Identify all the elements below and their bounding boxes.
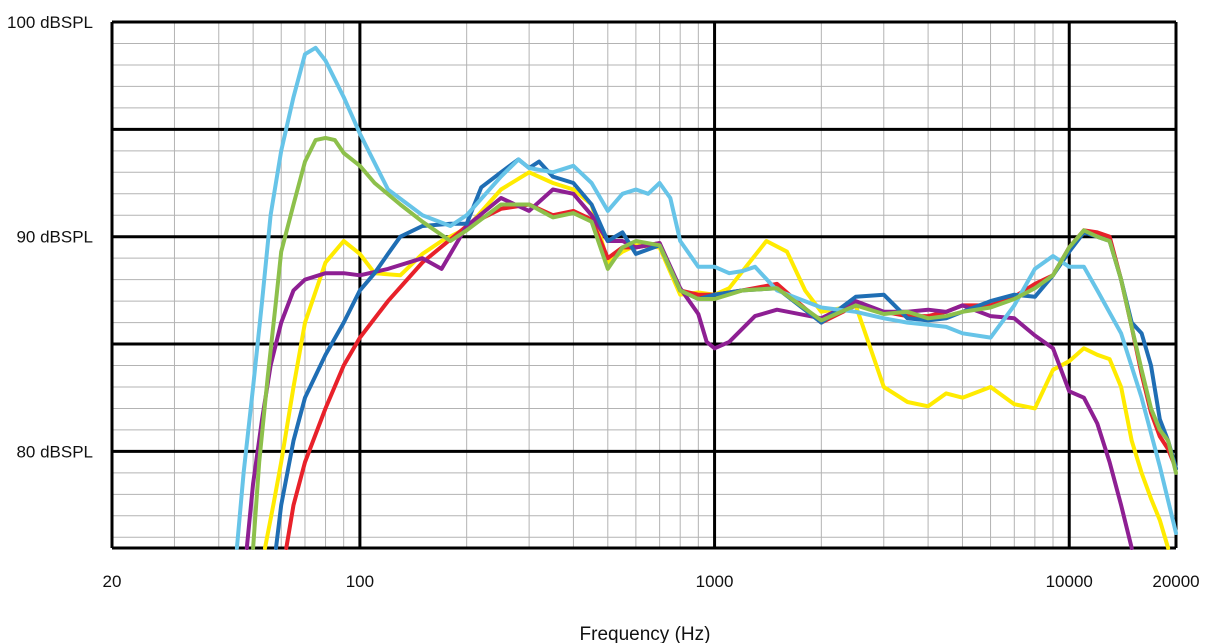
y-tick-label: 80 dBSPL <box>16 442 93 461</box>
y-tick-labels: 80 dBSPL 90 dBSPL 100 dBSPL <box>7 13 93 461</box>
y-tick-label: 90 dBSPL <box>16 228 93 247</box>
x-tick-label: 1000 <box>696 572 734 591</box>
series-line-7 <box>251 135 1178 550</box>
x-tick-label: 100 <box>346 572 374 591</box>
x-tick-label: 10000 <box>1046 572 1093 591</box>
series-line-3 <box>284 202 1178 550</box>
y-tick-label: 100 dBSPL <box>7 13 93 32</box>
x-tick-labels: 20 100 1000 10000 20000 <box>103 572 1200 591</box>
minor-gridlines <box>112 22 1176 548</box>
x-axis-label: Frequency (Hz) <box>580 624 711 643</box>
major-gridlines <box>110 20 1178 550</box>
series-lines <box>234 45 1178 550</box>
series-line-2 <box>263 170 1171 550</box>
series-line-5 <box>274 157 1178 550</box>
x-tick-label: 20000 <box>1152 572 1199 591</box>
x-tick-label: 20 <box>103 572 122 591</box>
